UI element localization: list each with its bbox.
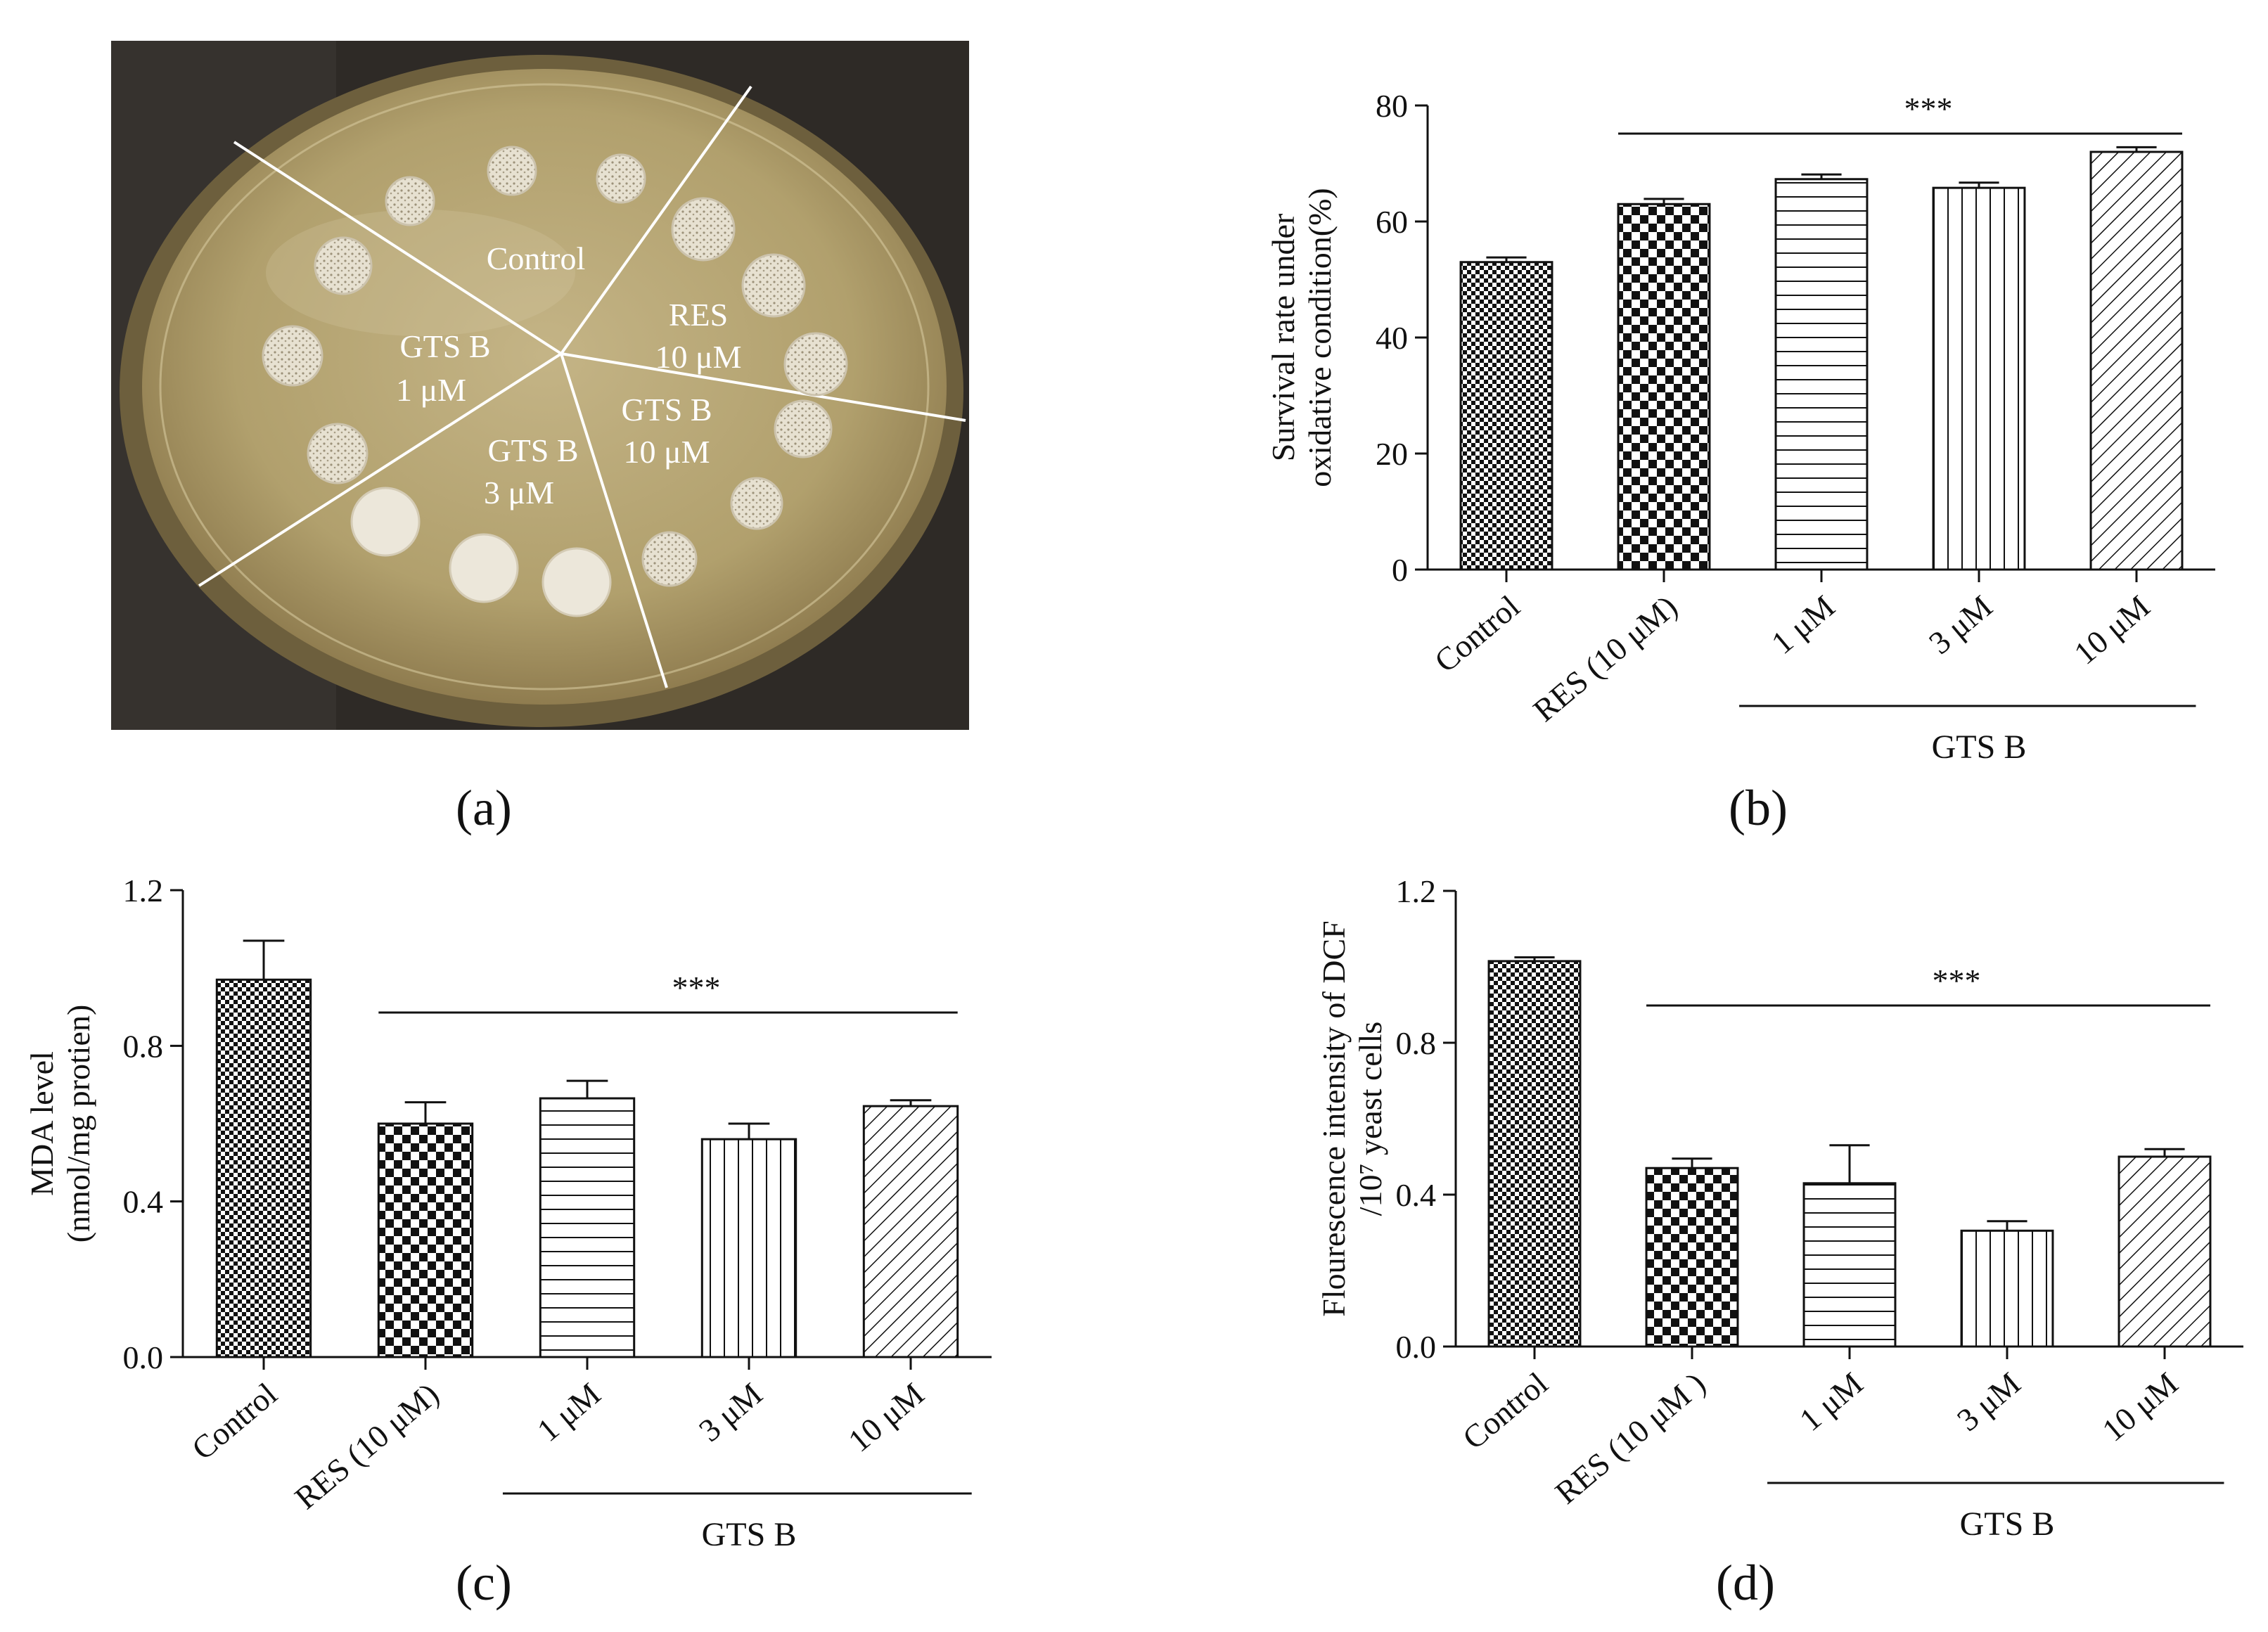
panel-label-d: (d) [1716, 1555, 1775, 1611]
survival-rate-chart: 0 20 40 60 80 Survival rate under oxidative co… [1265, 88, 2215, 766]
category-label: 3 μM [1950, 1366, 2027, 1438]
bar [1487, 960, 1582, 1348]
group-label: GTS B [1932, 728, 2027, 766]
group-label: GTS B [1960, 1505, 2055, 1543]
bar [377, 1122, 474, 1358]
y-tick-label: 1.2 [123, 873, 164, 908]
sector-label-res-conc: 10 μM [655, 339, 741, 375]
category-label: Control [1456, 1366, 1554, 1456]
y-tick-label: 20 [1376, 436, 1408, 472]
bar [1774, 178, 1869, 571]
category-label: RES (10 μM) [1526, 589, 1684, 728]
sector-labels: Control RES 10 μM GTS B 10 μM GTS B 3 μM… [396, 240, 742, 510]
y-tick-label: 0.4 [1396, 1177, 1437, 1213]
group-label: GTS B [702, 1516, 797, 1553]
y-tick-label: 60 [1376, 204, 1408, 240]
y-tick-label: 1.2 [1396, 873, 1437, 909]
mda-level-chart: 0.0 0.4 0.8 1.2 MDA level (nmol/mg protien) Co… [24, 873, 992, 1553]
bar [1802, 1182, 1897, 1348]
y-tick-label: 0.8 [123, 1028, 164, 1064]
agar-surface [142, 69, 947, 705]
y-axis-label: oxidative condition(%) [1302, 188, 1338, 487]
category-label: 1 μM [1764, 589, 1841, 661]
sector-label-gtsb-1: GTS B [399, 328, 490, 364]
category-label: 10 μM [841, 1376, 930, 1459]
significance-stars: *** [1933, 963, 1981, 998]
y-tick-label: 0 [1392, 552, 1408, 588]
bar [1932, 186, 2026, 571]
y-axis-label: Survival rate under [1265, 214, 1301, 462]
sector-label-gtsb-1-conc: 1 μM [396, 372, 466, 408]
category-label: RES (10 μM ) [1549, 1366, 1712, 1511]
colony-spots [262, 146, 848, 617]
bar [1617, 203, 1711, 571]
category-label: 3 μM [1922, 589, 1999, 661]
category-label: 10 μM [2095, 1366, 2184, 1448]
sector-label-control: Control [487, 240, 586, 276]
bar [2118, 1155, 2212, 1348]
y-axis-label: (nmol/mg protien) [60, 1005, 96, 1243]
bar [539, 1097, 636, 1358]
category-label: 1 μM [530, 1376, 607, 1448]
category-label: Control [1428, 589, 1526, 679]
y-axis-label: MDA level [24, 1051, 60, 1196]
sector-label-gtsb-3-conc: 3 μM [484, 475, 554, 510]
sector-label-res: RES [669, 297, 728, 333]
y-axis-label: Flourescence intensity of DCF [1316, 920, 1352, 1316]
sector-lines [198, 85, 966, 688]
sector-label-gtsb-3: GTS B [487, 432, 578, 468]
bar [1960, 1229, 2054, 1348]
y-tick-label: 80 [1376, 88, 1408, 124]
sector-label-gtsb-10: GTS B [621, 392, 712, 428]
panel-label-b: (b) [1729, 780, 1788, 836]
y-tick-label: 0.0 [1396, 1329, 1437, 1365]
bar [215, 978, 312, 1358]
sector-label-gtsb-10-conc: 10 μM [623, 434, 710, 470]
bar [1459, 261, 1553, 571]
category-label: 3 μM [692, 1376, 769, 1448]
dcf-fluorescence-chart: 0.0 0.4 0.8 1.2 Flourescence intensity of DC… [1316, 873, 2243, 1543]
significance-stars: *** [1904, 91, 1953, 127]
category-label: RES (10 μM) [288, 1376, 445, 1516]
y-axis-label: /10⁷ yeast cells [1352, 1022, 1388, 1216]
petri-dish-photo: Control RES 10 μM GTS B 10 μM GTS B 3 μM… [111, 41, 969, 730]
bar [700, 1138, 797, 1358]
category-label: 10 μM [2067, 589, 2156, 672]
y-tick-label: 0.8 [1396, 1025, 1437, 1061]
bar [1645, 1167, 1739, 1348]
bar [862, 1105, 959, 1358]
y-tick-label: 40 [1376, 320, 1408, 356]
y-tick-label: 0.4 [123, 1184, 164, 1220]
significance-stars: *** [672, 970, 721, 1005]
panel-label-c: (c) [456, 1555, 512, 1611]
category-label: Control [185, 1376, 283, 1467]
category-label: 1 μM [1793, 1366, 1869, 1438]
y-tick-label: 0.0 [123, 1339, 164, 1375]
bar [2089, 150, 2184, 571]
panel-label-a: (a) [456, 780, 512, 836]
